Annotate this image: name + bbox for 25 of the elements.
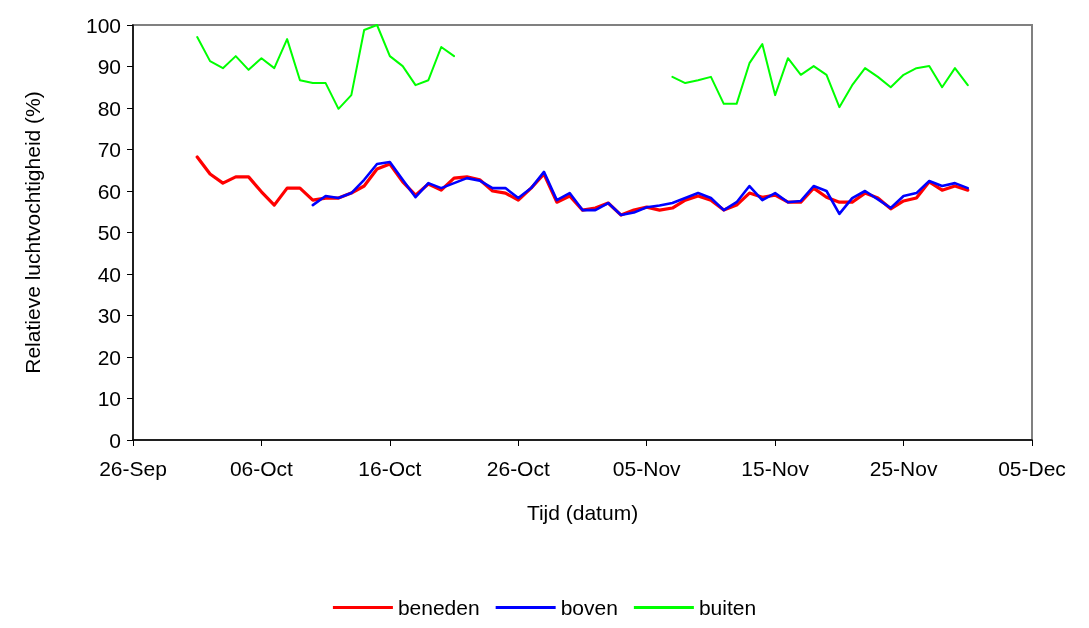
x-tick-label: 16-Oct: [358, 457, 422, 480]
line-series: [311, 160, 970, 217]
y-axis-title: Relatieve luchtvochtigheid (%): [21, 91, 44, 374]
y-tick-label: 40: [97, 262, 121, 286]
y-tick-label: 50: [97, 221, 121, 244]
y-tick-label: 90: [97, 55, 121, 78]
y-tick-label: 10: [97, 387, 121, 410]
y-tick-label: 20: [97, 345, 121, 369]
x-axis-title: Tijd (datum): [526, 501, 639, 524]
legend-label: beneden: [397, 596, 480, 619]
x-tick-label: 26-Sep: [99, 457, 167, 480]
y-tick-label: 30: [97, 304, 121, 327]
x-tick-label: 15-Nov: [741, 457, 810, 480]
y-tick-label: 100: [85, 13, 121, 37]
y-tick-label: 60: [97, 179, 121, 203]
legend-label: buiten: [698, 596, 757, 619]
x-tick-label: 06-Oct: [229, 457, 294, 480]
y-tick-label: 0: [109, 428, 121, 452]
x-tick-label: 26-Oct: [486, 457, 550, 480]
x-tick-label: 25-Nov: [869, 457, 938, 480]
y-tick-label: 80: [97, 96, 121, 120]
y-tick-label: 70: [97, 138, 121, 161]
x-tick-label: 05-Nov: [612, 457, 682, 480]
legend-label: boven: [560, 596, 618, 619]
x-tick-label: 05-Dec: [998, 457, 1066, 480]
